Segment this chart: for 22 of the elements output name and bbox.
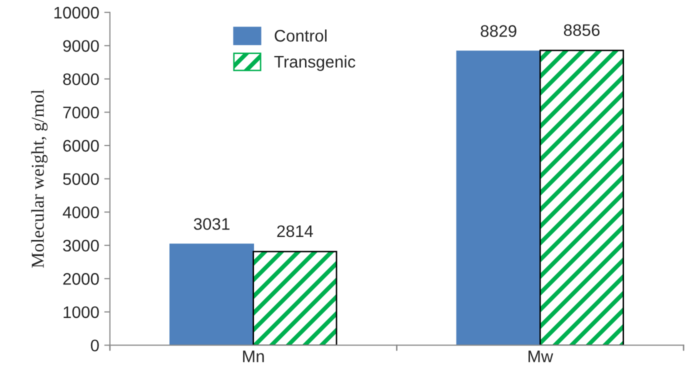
y-tick-label: 6000 [63, 140, 99, 152]
y-tick-label: 2000 [63, 273, 99, 285]
y-tick-label: 8000 [63, 73, 99, 86]
x-tick-label: Mn [243, 350, 264, 362]
bar [456, 50, 541, 346]
data-label: 2814 [277, 225, 313, 238]
y-tick-label: 10000 [54, 6, 99, 19]
y-tick-label: 9000 [63, 40, 99, 52]
y-tick-label: 7000 [63, 106, 99, 118]
legend-label: Transgenic [274, 55, 356, 71]
data-label: 3031 [194, 218, 230, 230]
data-label: 8829 [480, 25, 516, 37]
x-tick-label: Mw [528, 350, 554, 362]
y-tick-label: 0 [90, 340, 99, 352]
legend-label: Control [274, 29, 327, 42]
y-axis-title: Molecular weight, g/mol [31, 90, 48, 268]
y-tick-label: 4000 [62, 206, 99, 218]
y-tick-label: 1000 [64, 306, 99, 318]
y-tick-label: 3000 [63, 240, 99, 252]
data-label: 8856 [564, 24, 600, 36]
bar [169, 244, 254, 346]
y-tick-label: 5000 [63, 173, 99, 185]
